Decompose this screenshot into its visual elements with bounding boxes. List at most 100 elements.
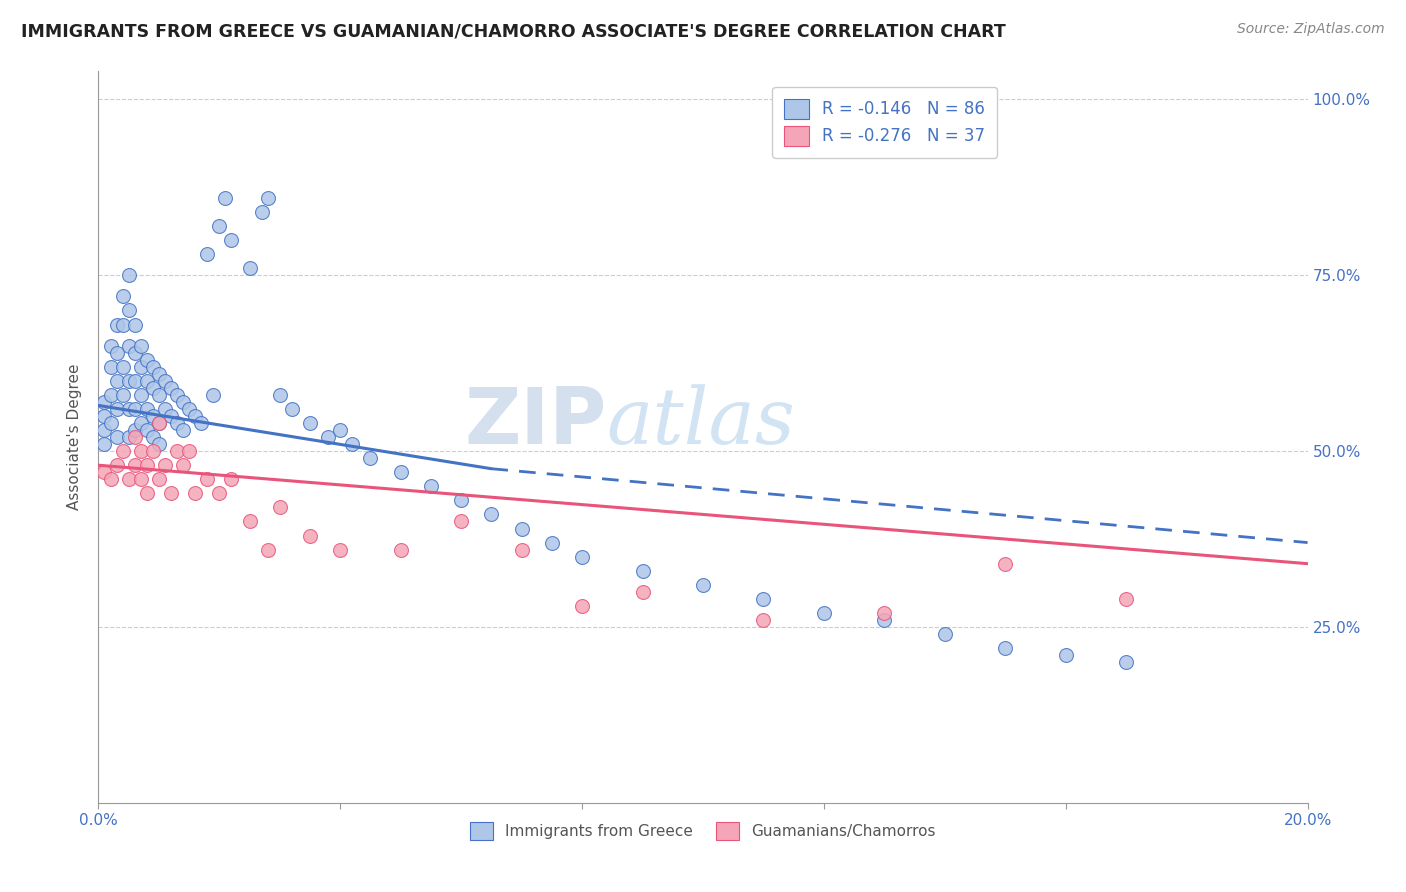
Point <box>153 374 176 388</box>
Point <box>195 472 218 486</box>
Point <box>148 437 170 451</box>
Point <box>481 508 503 522</box>
Point <box>160 409 183 423</box>
Point <box>129 339 152 353</box>
Point <box>129 444 152 458</box>
Point <box>179 444 201 458</box>
Point <box>184 486 207 500</box>
Point <box>389 542 412 557</box>
Point <box>129 359 152 374</box>
Point <box>93 423 115 437</box>
Point <box>873 606 896 620</box>
Point <box>142 430 165 444</box>
Point <box>450 493 472 508</box>
Point <box>256 542 278 557</box>
Point <box>124 430 146 444</box>
Point <box>692 578 714 592</box>
Point <box>124 401 146 416</box>
Point <box>100 359 122 374</box>
Point <box>1115 655 1137 669</box>
Point <box>142 444 165 458</box>
Point <box>208 219 231 233</box>
Point <box>124 374 146 388</box>
Point <box>360 451 382 466</box>
Point <box>111 318 134 332</box>
Text: Source: ZipAtlas.com: Source: ZipAtlas.com <box>1237 22 1385 37</box>
Point <box>450 515 472 529</box>
Point <box>142 359 165 374</box>
Y-axis label: Associate's Degree: Associate's Degree <box>67 364 83 510</box>
Point <box>124 458 146 473</box>
Point <box>105 458 128 473</box>
Point <box>510 542 533 557</box>
Point <box>160 486 183 500</box>
Point <box>214 191 236 205</box>
Point <box>93 395 115 409</box>
Point <box>420 479 443 493</box>
Point <box>172 458 194 473</box>
Point <box>239 261 262 276</box>
Point <box>299 528 322 542</box>
Point <box>269 388 291 402</box>
Point <box>129 388 152 402</box>
Point <box>105 318 128 332</box>
Point <box>111 289 134 303</box>
Point <box>166 388 188 402</box>
Point <box>135 374 157 388</box>
Point <box>93 437 115 451</box>
Point <box>124 423 146 437</box>
Point <box>1115 591 1137 606</box>
Point <box>994 557 1017 571</box>
Point <box>571 549 593 564</box>
Point <box>124 345 146 359</box>
Point <box>111 359 134 374</box>
Point <box>934 627 956 641</box>
Legend: Immigrants from Greece, Guamanians/Chamorros: Immigrants from Greece, Guamanians/Chamo… <box>464 815 942 847</box>
Point <box>221 233 243 247</box>
Point <box>256 191 278 205</box>
Point <box>135 352 157 367</box>
Point <box>873 613 896 627</box>
Point <box>100 388 122 402</box>
Point <box>202 388 225 402</box>
Point <box>118 339 141 353</box>
Point <box>172 395 194 409</box>
Point <box>299 416 322 430</box>
Point <box>148 416 170 430</box>
Point <box>148 367 170 381</box>
Point <box>135 486 157 500</box>
Point <box>148 416 170 430</box>
Point <box>389 465 412 479</box>
Point <box>752 591 775 606</box>
Point <box>105 374 128 388</box>
Point <box>93 465 115 479</box>
Point <box>179 401 201 416</box>
Point <box>994 641 1017 656</box>
Point <box>172 423 194 437</box>
Point <box>100 416 122 430</box>
Point <box>813 606 835 620</box>
Point <box>118 374 141 388</box>
Point <box>153 401 176 416</box>
Point <box>118 268 141 283</box>
Point <box>135 423 157 437</box>
Point <box>111 388 134 402</box>
Point <box>160 381 183 395</box>
Point <box>239 515 262 529</box>
Point <box>93 409 115 423</box>
Point <box>190 416 212 430</box>
Point <box>135 401 157 416</box>
Point <box>111 444 134 458</box>
Point <box>631 584 654 599</box>
Point <box>105 430 128 444</box>
Point <box>208 486 231 500</box>
Point <box>124 318 146 332</box>
Point <box>129 416 152 430</box>
Point <box>316 430 339 444</box>
Point <box>752 613 775 627</box>
Point <box>118 472 141 486</box>
Point <box>129 472 152 486</box>
Point <box>329 542 352 557</box>
Point <box>571 599 593 613</box>
Point <box>631 564 654 578</box>
